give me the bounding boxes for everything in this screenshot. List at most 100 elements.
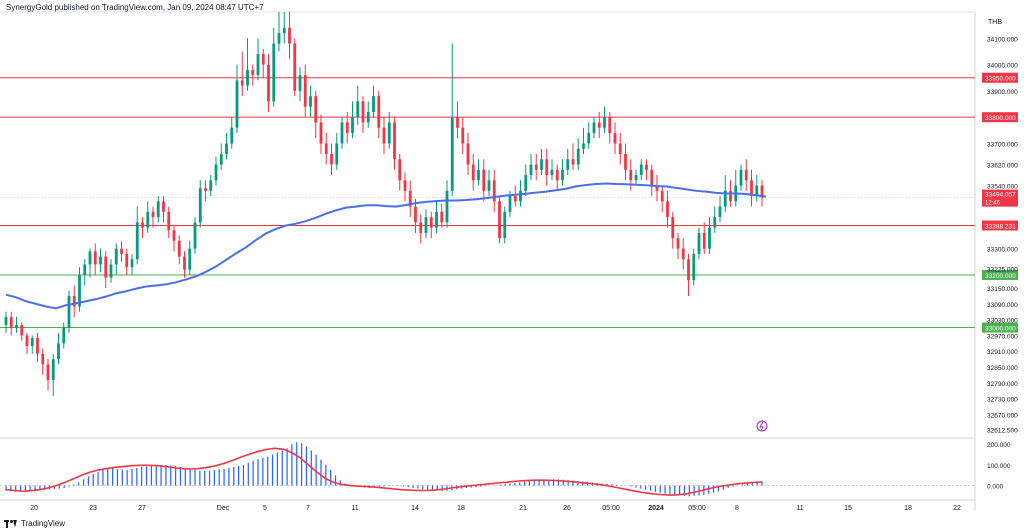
price-tick-label: 33225.000 bbox=[987, 266, 1018, 273]
candle-body bbox=[67, 296, 71, 328]
candle-body bbox=[576, 148, 580, 165]
price-tick-label: 33030.000 bbox=[987, 318, 1018, 325]
candle-body bbox=[755, 185, 759, 197]
candle-body bbox=[78, 274, 81, 307]
candle-body bbox=[366, 111, 370, 123]
candle-body bbox=[377, 96, 381, 128]
candle-body bbox=[267, 64, 270, 102]
candle-body bbox=[25, 335, 29, 346]
candle-body bbox=[372, 96, 375, 112]
indicator-tick-label: 0.000 bbox=[987, 484, 1004, 491]
candle-body bbox=[4, 317, 8, 325]
candle-body bbox=[760, 185, 764, 198]
candle-body bbox=[461, 127, 465, 144]
candle-body bbox=[204, 188, 207, 191]
candle-body bbox=[681, 248, 685, 260]
time-tick-label: 15 bbox=[844, 505, 852, 512]
candle-body bbox=[109, 264, 113, 278]
candle-body bbox=[209, 180, 213, 191]
time-tick-label: 22 bbox=[953, 505, 961, 512]
candle-body bbox=[660, 190, 664, 202]
time-tick-label: 11 bbox=[796, 505, 803, 512]
candle-body bbox=[36, 338, 39, 354]
candle-body bbox=[156, 201, 160, 218]
candle-body bbox=[403, 180, 407, 191]
level-tag bbox=[982, 322, 1018, 333]
candle-body bbox=[498, 201, 501, 239]
candle-body bbox=[167, 211, 171, 231]
last-price-tag bbox=[982, 189, 1018, 207]
candle-body bbox=[193, 222, 197, 249]
candle-body bbox=[492, 180, 496, 202]
candle-body bbox=[445, 190, 449, 223]
time-tick-label: 18 bbox=[904, 505, 912, 512]
candle-body bbox=[435, 211, 438, 228]
candle-body bbox=[513, 196, 517, 202]
candle-body bbox=[324, 143, 328, 154]
price-tick-label: 33090.000 bbox=[987, 302, 1018, 309]
candle-body bbox=[246, 69, 249, 86]
candle-body bbox=[345, 122, 349, 133]
candle-body bbox=[587, 132, 591, 144]
candle-body bbox=[188, 248, 192, 270]
candle-body bbox=[183, 256, 186, 270]
candle-body bbox=[634, 175, 638, 181]
candle-body bbox=[104, 256, 108, 278]
tradingview-brand[interactable]: TradingView bbox=[4, 519, 65, 528]
candle-body bbox=[713, 217, 717, 228]
brand-label: TradingView bbox=[21, 519, 66, 528]
candle-body bbox=[30, 338, 34, 346]
level-tag bbox=[982, 269, 1018, 280]
time-tick-label: 7 bbox=[306, 505, 310, 512]
candle-body bbox=[487, 180, 491, 191]
candle-body bbox=[219, 154, 223, 165]
candle-body bbox=[198, 188, 202, 223]
candle-body bbox=[298, 75, 302, 91]
time-tick-label: 21 bbox=[519, 505, 527, 512]
candle-body bbox=[393, 122, 396, 160]
currency-label: THB bbox=[988, 19, 1002, 26]
candle-body bbox=[51, 359, 55, 381]
candles bbox=[4, 12, 764, 396]
candle-body bbox=[429, 217, 433, 228]
candle-body bbox=[723, 190, 727, 207]
candle-body bbox=[613, 132, 617, 144]
indicator-tick-label: 100.000 bbox=[987, 463, 1011, 470]
candle-body bbox=[130, 259, 134, 268]
candle-body bbox=[534, 164, 538, 170]
level-label: 33950.000 bbox=[985, 76, 1016, 83]
candle-body bbox=[340, 122, 344, 144]
candle-body bbox=[639, 164, 643, 176]
candle-body bbox=[482, 169, 486, 191]
price-tick-label: 32612.500 bbox=[987, 427, 1018, 434]
price-tick-label: 32910.000 bbox=[987, 349, 1018, 356]
price-tick-label: 34000.000 bbox=[987, 63, 1018, 70]
candle-body bbox=[687, 259, 690, 281]
candle-body bbox=[592, 122, 596, 133]
candle-body bbox=[529, 164, 533, 176]
candle-body bbox=[508, 196, 512, 212]
candle-body bbox=[309, 96, 312, 107]
candle-body bbox=[9, 317, 13, 328]
flash-icon[interactable] bbox=[756, 420, 768, 432]
candle-body bbox=[566, 159, 570, 170]
candle-body bbox=[235, 80, 239, 128]
candle-body bbox=[550, 169, 554, 176]
candle-body bbox=[135, 222, 139, 260]
candle-body bbox=[214, 164, 218, 181]
candle-body bbox=[398, 159, 402, 181]
price-tick-label: 34100.000 bbox=[987, 36, 1018, 43]
candle-body bbox=[424, 217, 428, 233]
price-tick-label: 33900.000 bbox=[987, 89, 1018, 96]
candle-body bbox=[57, 343, 60, 360]
candle-body bbox=[471, 164, 475, 181]
time-tick-label: 20 bbox=[30, 505, 38, 512]
time-tick-label: 14 bbox=[411, 505, 419, 512]
candle-body bbox=[72, 296, 76, 307]
candle-body bbox=[650, 169, 654, 186]
candle-body bbox=[356, 101, 360, 118]
last-price-value: 33494.057 bbox=[985, 192, 1016, 199]
candle-body bbox=[419, 222, 423, 233]
signal-line bbox=[5, 447, 763, 496]
